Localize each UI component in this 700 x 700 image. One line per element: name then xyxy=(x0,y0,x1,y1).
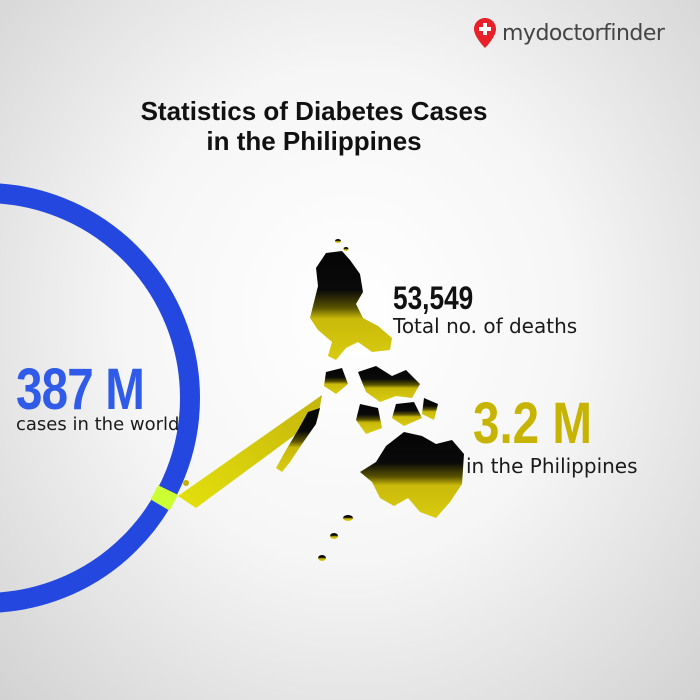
deaths-label: Total no. of deaths xyxy=(393,314,578,338)
location-pin-icon xyxy=(474,18,496,48)
connector-beam xyxy=(178,395,322,508)
title-line-2: in the Philippines xyxy=(206,126,422,156)
philippines-map xyxy=(276,239,464,561)
ring-marker-dot xyxy=(183,480,189,486)
philippines-cases-label: in the Philippines xyxy=(466,454,638,478)
brand-logo: mydoctorfinder xyxy=(474,18,665,48)
title-line-1: Statistics of Diabetes Cases xyxy=(140,96,488,126)
philippines-cases-value: 3.2 M xyxy=(473,391,592,456)
page-title: Statistics of Diabetes Cases in the Phil… xyxy=(0,96,628,156)
world-cases-label: cases in the world xyxy=(16,414,180,435)
brand-name: mydoctorfinder xyxy=(502,20,665,46)
world-cases-ring xyxy=(0,183,200,613)
ring-highlight-segment xyxy=(150,485,178,511)
deaths-value: 53,549 xyxy=(393,280,474,316)
world-cases-value: 387 M xyxy=(16,357,145,422)
